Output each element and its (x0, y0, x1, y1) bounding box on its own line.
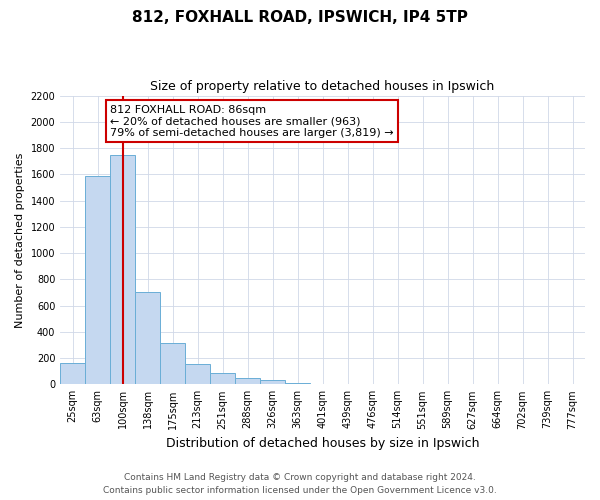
Bar (85, 176, 110, 384)
Bar (110, 154, 135, 384)
Bar (135, 292, 160, 384)
Bar (235, 378, 260, 384)
Bar (185, 364, 210, 384)
Bar (60, 364, 85, 384)
Text: 812, FOXHALL ROAD, IPSWICH, IP4 5TP: 812, FOXHALL ROAD, IPSWICH, IP4 5TP (132, 10, 468, 25)
Text: Contains HM Land Registry data © Crown copyright and database right 2024.
Contai: Contains HM Land Registry data © Crown c… (103, 473, 497, 495)
Text: 812 FOXHALL ROAD: 86sqm
← 20% of detached houses are smaller (963)
79% of semi-d: 812 FOXHALL ROAD: 86sqm ← 20% of detache… (110, 104, 394, 138)
Title: Size of property relative to detached houses in Ipswich: Size of property relative to detached ho… (151, 80, 495, 93)
Bar (260, 380, 285, 384)
Bar (160, 343, 185, 384)
Y-axis label: Number of detached properties: Number of detached properties (15, 152, 25, 328)
Bar (210, 373, 235, 384)
Bar (285, 383, 310, 384)
X-axis label: Distribution of detached houses by size in Ipswich: Distribution of detached houses by size … (166, 437, 479, 450)
